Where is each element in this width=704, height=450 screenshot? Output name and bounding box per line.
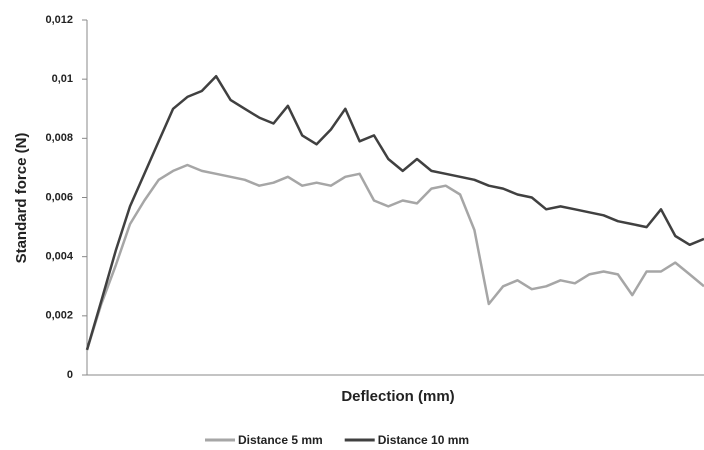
series-line (85, 163, 704, 351)
y-tick-label: 0,006 (45, 191, 73, 203)
y-tick-label: 0,01 (52, 73, 73, 85)
y-tick-label: 0,004 (45, 251, 73, 263)
y-tick-label: 0 (67, 369, 73, 381)
y-tick-label: 0,002 (45, 310, 73, 322)
y-axis-title: Standard force (N) (13, 133, 30, 264)
y-tick-label: 0,008 (45, 132, 73, 144)
y-tick-label: 0,012 (45, 14, 73, 26)
legend-label: Distance 10 mm (378, 433, 469, 447)
legend-label: Distance 5 mm (238, 433, 323, 447)
series-line (85, 74, 704, 351)
x-axis-title: Deflection (mm) (341, 388, 454, 405)
